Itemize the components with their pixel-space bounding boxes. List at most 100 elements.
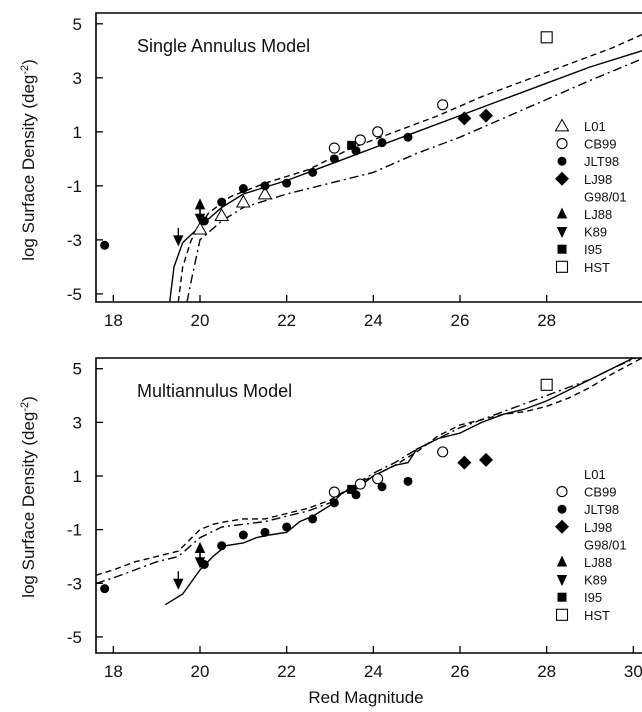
legend-marker <box>557 156 567 166</box>
data-point-jlt98 <box>260 527 270 537</box>
data-point-l01 <box>214 208 230 221</box>
legend-marker <box>557 592 567 602</box>
legend-label: LJ98 <box>584 172 612 187</box>
x-tick-label: 22 <box>277 311 296 330</box>
x-tick-label: 26 <box>451 662 470 681</box>
data-point-i95 <box>347 484 357 494</box>
data-point-jlt98 <box>282 178 292 188</box>
data-point-cb99 <box>328 486 340 498</box>
legend-label: L01 <box>584 119 606 134</box>
legend-label: L01 <box>584 467 606 482</box>
x-tick-label: 20 <box>191 662 210 681</box>
data-point-jlt98 <box>308 514 318 524</box>
data-point-cb99 <box>437 99 449 111</box>
legend-label: HST <box>584 608 610 623</box>
y-tick-label: -1 <box>67 177 82 196</box>
x-tick-label: 22 <box>277 662 296 681</box>
data-point-jlt98 <box>282 522 292 532</box>
legend-label: K89 <box>584 573 607 588</box>
plot-frame <box>95 357 642 654</box>
data-point-hst <box>540 378 553 391</box>
legend-label: G98/01 <box>584 537 627 552</box>
y-tick-label: 1 <box>73 123 82 142</box>
y-tick-label: 3 <box>73 69 82 88</box>
y-tick-label: -5 <box>67 628 82 647</box>
data-point-jlt98 <box>329 154 339 164</box>
legend-label: LJ88 <box>584 207 612 222</box>
legend-marker <box>556 227 568 239</box>
panel-multiannulus: Multiannulus Model log Surface Density (… <box>19 357 642 707</box>
data-point-cb99 <box>372 473 384 485</box>
model-curve-solid <box>169 50 642 302</box>
legend-marker <box>555 608 569 621</box>
legend-marker <box>556 575 568 587</box>
legend-marker <box>556 486 568 498</box>
data-point-lj88 <box>194 541 206 553</box>
y-tick-label: -3 <box>67 574 82 593</box>
data-point-lj98 <box>457 455 472 470</box>
data-point-jlt98 <box>403 476 413 486</box>
data-point-jlt98 <box>238 530 248 540</box>
y-axis-label: log Surface Density (deg-2) <box>19 396 38 598</box>
data-point-jlt98 <box>329 498 339 508</box>
data-point-k89 <box>194 213 206 225</box>
x-tick-label: 28 <box>537 311 556 330</box>
data-point-cb99 <box>437 446 449 458</box>
data-point-k89 <box>194 557 206 569</box>
legend-label: K89 <box>584 225 607 240</box>
x-tick-label: 28 <box>537 662 556 681</box>
x-tick-label: 20 <box>191 311 210 330</box>
data-point-cb99 <box>372 126 384 138</box>
y-tick-label: -1 <box>67 521 82 540</box>
data-point-hst <box>540 31 553 44</box>
data-point-jlt98 <box>308 167 318 177</box>
legend-label: I95 <box>584 242 602 257</box>
data-point-k89 <box>173 235 184 247</box>
data-point-cb99 <box>328 142 340 154</box>
data-point-lj98 <box>457 111 472 126</box>
model-curve-dashed <box>96 358 642 576</box>
data-point-jlt98 <box>260 181 270 191</box>
y-tick-label: 5 <box>73 15 82 34</box>
panel-single-annulus: Single Annulus Model log Surface Density… <box>19 12 642 330</box>
legend-marker <box>556 138 568 150</box>
legend-marker <box>555 519 569 534</box>
legend-marker <box>554 118 570 132</box>
legend-marker <box>556 207 568 219</box>
x-tick-label: 30 <box>624 662 642 681</box>
data-point-jlt98 <box>217 197 227 207</box>
legend-label: JLT98 <box>584 502 619 517</box>
x-tick-label: 18 <box>104 662 123 681</box>
data-point-jlt98 <box>217 541 227 551</box>
panel-title: Multiannulus Model <box>137 381 292 401</box>
legend-marker <box>557 244 567 254</box>
legend-label: CB99 <box>584 137 617 152</box>
legend-label: G98/01 <box>584 189 627 204</box>
data-point-cb99 <box>354 134 366 146</box>
legend-marker <box>557 504 567 514</box>
plot-frame <box>95 12 642 303</box>
y-tick-label: 3 <box>73 413 82 432</box>
panel-title: Single Annulus Model <box>137 36 310 56</box>
data-point-l01 <box>257 186 273 200</box>
data-point-i95 <box>347 140 357 150</box>
data-point-lj98 <box>479 108 493 123</box>
x-tick-label: 24 <box>364 662 383 681</box>
data-point-lj88 <box>194 198 206 210</box>
data-point-jlt98 <box>403 132 413 142</box>
legend-label: CB99 <box>584 485 617 500</box>
model-curve-dashdot <box>186 58 642 302</box>
y-axis-label: log Surface Density (deg-2) <box>19 59 38 261</box>
x-tick-label: 26 <box>451 311 470 330</box>
data-point-l01 <box>192 221 208 235</box>
legend-marker <box>555 260 569 273</box>
data-point-jlt98 <box>100 584 110 594</box>
data-point-jlt98 <box>377 138 387 148</box>
x-tick-label: 24 <box>364 311 383 330</box>
x-axis-label: Red Magnitude <box>308 688 423 707</box>
data-point-jlt98 <box>377 482 387 492</box>
data-point-lj98 <box>479 452 493 467</box>
data-point-cb99 <box>354 478 366 490</box>
legend-label: HST <box>584 260 610 275</box>
